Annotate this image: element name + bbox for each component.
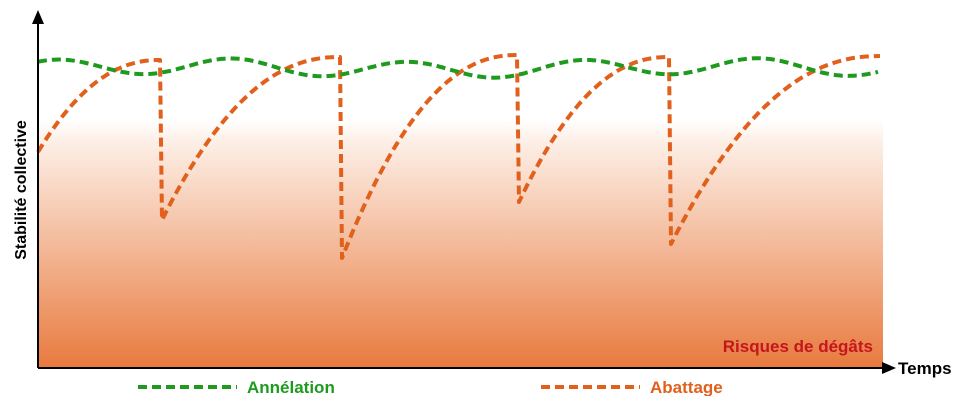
- legend-abattage-label: Abattage: [650, 378, 723, 396]
- abattage-curve: [36, 53, 881, 260]
- y-axis-label: Stabilité collective: [13, 120, 30, 260]
- x-axis-arrow: [882, 362, 896, 374]
- y-axis-arrow: [32, 10, 44, 24]
- annelation-curve: [37, 56, 879, 80]
- legend-annelation-label: Annélation: [247, 378, 335, 396]
- risk-zone: [38, 120, 883, 368]
- legend: Annélation Abattage: [138, 378, 723, 396]
- x-axis-label: Temps: [898, 359, 952, 378]
- risk-zone-label: Risques de dégâts: [723, 337, 873, 356]
